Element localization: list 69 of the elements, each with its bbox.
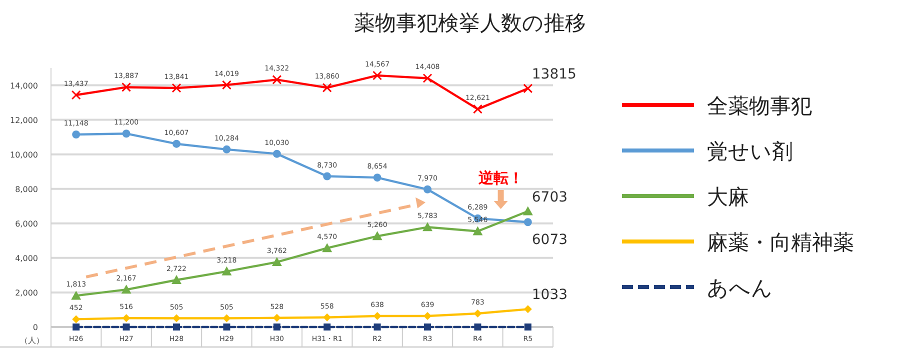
point [424, 185, 432, 194]
point [524, 218, 532, 226]
point [474, 309, 482, 318]
point [222, 145, 231, 154]
point [524, 305, 532, 314]
data-label: 6703 [532, 189, 568, 206]
point [322, 82, 332, 92]
point [222, 266, 232, 276]
point [424, 324, 431, 330]
point [172, 83, 182, 93]
point [422, 222, 432, 232]
point [71, 290, 82, 300]
point [272, 257, 282, 266]
point [122, 314, 130, 322]
point [372, 231, 382, 240]
y-tick-label: 6,000 [15, 219, 38, 228]
point [424, 312, 432, 320]
point [172, 140, 180, 148]
data-label: 13815 [532, 66, 576, 82]
point [72, 315, 80, 324]
point [472, 226, 483, 236]
legend-label: 麻薬・向精神薬 [707, 230, 854, 254]
data-label: 1033 [532, 287, 568, 304]
point [122, 130, 130, 138]
point [72, 130, 80, 139]
point [222, 80, 232, 90]
point [523, 84, 533, 94]
point [323, 172, 332, 180]
legend-label: 覚せい剤 [707, 140, 793, 164]
chart-title: 薬物事犯検挙人数の推移 [354, 11, 586, 35]
point [272, 314, 281, 322]
point [472, 104, 482, 114]
annotation: 逆転！ [477, 169, 524, 187]
y-tick-label: 12,000 [10, 116, 38, 125]
point [223, 324, 230, 330]
point [173, 324, 180, 330]
point [374, 324, 381, 330]
y-tick-label: 14,000 [10, 81, 38, 90]
point [172, 314, 180, 322]
point [272, 150, 281, 158]
point [324, 324, 331, 330]
point [172, 275, 182, 284]
y-axis-title: （人） [20, 336, 44, 345]
point [422, 73, 432, 83]
point [372, 70, 382, 80]
point [122, 82, 132, 92]
y-tick-label: 0 [32, 323, 38, 332]
point [72, 324, 80, 330]
y-tick-label: 4,000 [15, 254, 38, 263]
point [222, 314, 231, 322]
point [373, 312, 382, 320]
point [524, 324, 532, 330]
point [71, 90, 81, 100]
point [474, 324, 482, 330]
point [273, 324, 280, 330]
legend-label: あへん [707, 276, 773, 300]
y-tick-label: 10,000 [10, 150, 38, 160]
point [272, 74, 282, 84]
y-tick-label: 2,000 [15, 288, 38, 298]
point [122, 324, 130, 330]
y-tick-label: 8,000 [15, 184, 38, 194]
point [121, 284, 132, 294]
point [323, 313, 332, 322]
legend-label: 大麻 [707, 185, 749, 209]
point [522, 206, 533, 216]
point [322, 243, 332, 252]
data-label: 6073 [532, 232, 568, 248]
legend-label: 全薬物事犯 [707, 94, 812, 118]
point [373, 174, 382, 182]
